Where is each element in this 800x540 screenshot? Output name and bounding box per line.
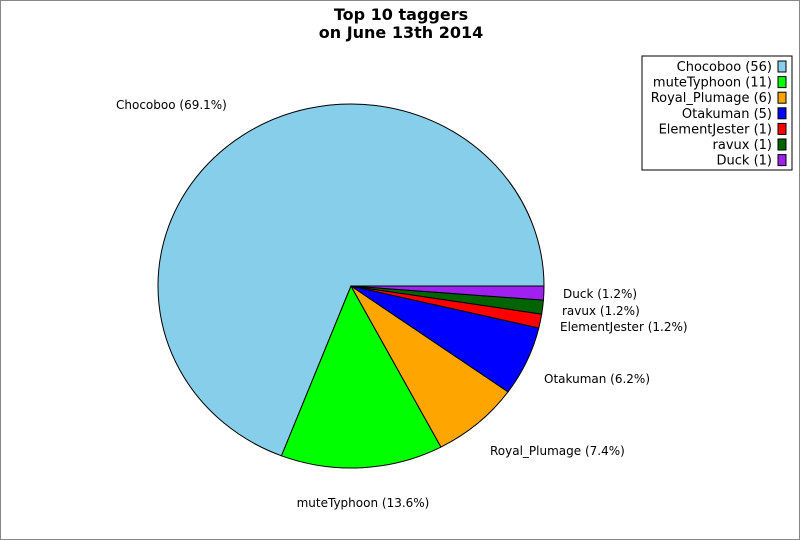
legend-swatch-chocoboo <box>777 60 787 73</box>
legend-swatch-mutetyphoon <box>777 76 787 89</box>
legend-box <box>641 55 793 171</box>
slice-label-elementjester: ElementJester (1.2%) <box>560 320 688 334</box>
legend-swatch-ravux <box>777 138 787 151</box>
legend-entry-duck: Duck (1) <box>717 154 772 169</box>
pie-slice-labels: Chocoboo (69.1%) muteTyphoon (13.6%) Royal… <box>116 98 688 510</box>
pie-slice-duck <box>350 285 545 301</box>
slice-label-chocoboo: Chocoboo (69.1%) <box>116 98 227 112</box>
slice-label-royal-plumage: Royal_Plumage (7.4%) <box>490 444 625 458</box>
pie-slice-chocoboo <box>157 103 545 457</box>
legend-entry-mutetyphoon: muteTyphoon (11) <box>653 76 772 91</box>
legend-entry-royal-plumage: Royal_Plumage (6) <box>651 91 772 106</box>
slice-label-duck: Duck (1.2%) <box>563 287 637 301</box>
legend-entry-chocoboo: Chocoboo (56) <box>677 60 772 75</box>
legend-entry-elementjester: ElementJester (1) <box>659 122 772 137</box>
legend-swatch-otakuman <box>777 107 787 120</box>
legend-swatch-elementjester <box>777 122 787 135</box>
legend: Chocoboo (56)muteTyphoon (11)Royal_Pluma… <box>641 55 793 171</box>
slice-label-otakuman: Otakuman (6.2%) <box>544 372 650 386</box>
slice-label-ravux: ravux (1.2%) <box>562 304 640 318</box>
chart-title-line-1: Top 10 taggers <box>334 5 468 24</box>
slice-label-mutetyphoon: muteTyphoon (13.6%) <box>297 496 430 510</box>
chart-title-line-2: on June 13th 2014 <box>319 23 484 42</box>
pie-slices <box>157 103 545 469</box>
legend-entry-otakuman: Otakuman (5) <box>682 107 772 122</box>
legend-swatch-royal-plumage <box>777 91 787 104</box>
legend-entry-ravux: ravux (1) <box>713 138 772 153</box>
pie-slice-mutetyphoon <box>280 284 442 469</box>
legend-swatch-duck <box>777 154 787 167</box>
